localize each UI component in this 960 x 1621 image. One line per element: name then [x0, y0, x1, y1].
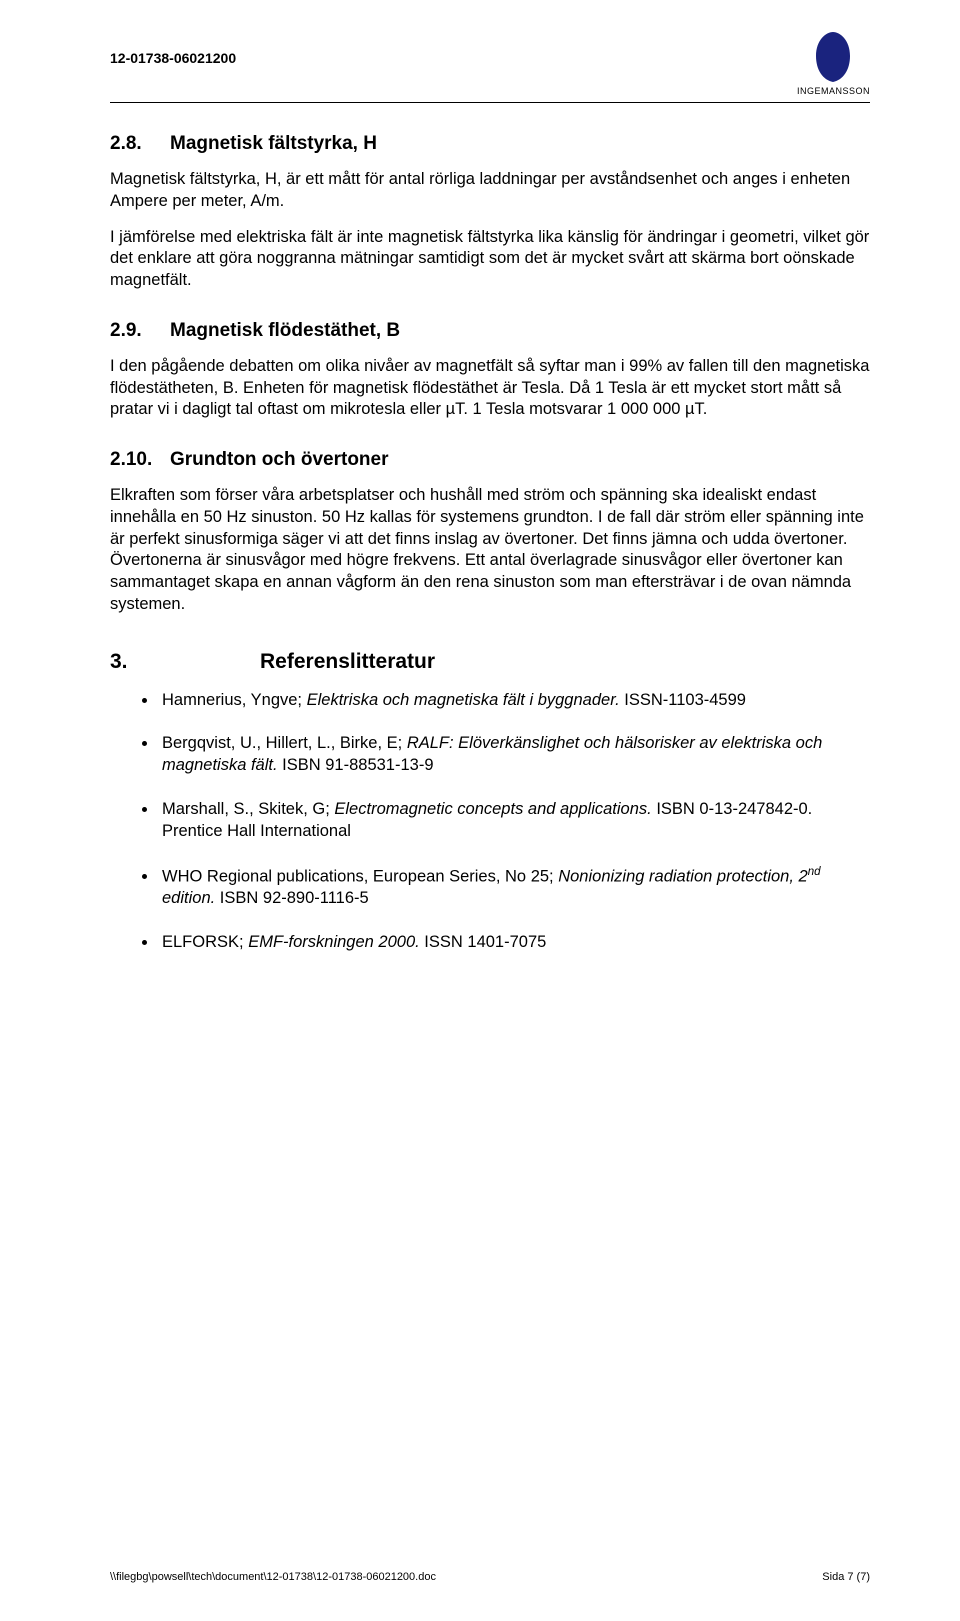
- section-heading-2-10: 2.10. Grundton och övertoner: [110, 449, 870, 471]
- section-number: 2.10.: [110, 449, 170, 471]
- reference-item: Bergqvist, U., Hillert, L., Birke, E; RA…: [158, 733, 870, 777]
- reference-item: WHO Regional publications, European Seri…: [158, 865, 870, 910]
- reference-item: ELFORSK; EMF-forskningen 2000. ISSN 1401…: [158, 932, 870, 954]
- body-paragraph: Elkraften som förser våra arbetsplatser …: [110, 485, 870, 616]
- section-title: Magnetisk fältstyrka, H: [170, 133, 377, 155]
- section-number: 3.: [110, 650, 260, 674]
- section-heading-2-9: 2.9. Magnetisk flödestäthet, B: [110, 320, 870, 342]
- reference-item: Marshall, S., Skitek, G; Electromagnetic…: [158, 799, 870, 843]
- section-title: Referenslitteratur: [260, 650, 435, 674]
- section-title: Grundton och övertoner: [170, 449, 389, 471]
- section-title: Magnetisk flödestäthet, B: [170, 320, 400, 342]
- body-paragraph: I den pågående debatten om olika nivåer …: [110, 356, 870, 421]
- header-divider: [110, 102, 870, 103]
- footer-page-number: Sida 7 (7): [822, 1571, 870, 1583]
- section-heading-2-8: 2.8. Magnetisk fältstyrka, H: [110, 133, 870, 155]
- page-footer: \\filegbg\powsell\tech\document\12-01738…: [110, 1571, 870, 1583]
- page-header: 12-01738-06021200 INGEMANSSON: [110, 50, 870, 96]
- body-paragraph: I jämförelse med elektriska fält är inte…: [110, 227, 870, 292]
- footer-path: \\filegbg\powsell\tech\document\12-01738…: [110, 1571, 436, 1583]
- reference-list: Hamnerius, Yngve; Elektriska och magneti…: [110, 690, 870, 954]
- brand-name: INGEMANSSON: [797, 86, 870, 96]
- section-number: 2.8.: [110, 133, 170, 155]
- brand-logo: INGEMANSSON: [797, 30, 870, 96]
- shell-icon: [810, 30, 856, 84]
- document-id: 12-01738-06021200: [110, 50, 236, 66]
- section-number: 2.9.: [110, 320, 170, 342]
- body-paragraph: Magnetisk fältstyrka, H, är ett mått för…: [110, 169, 870, 213]
- document-page: 12-01738-06021200 INGEMANSSON 2.8. Magne…: [0, 0, 960, 1621]
- reference-item: Hamnerius, Yngve; Elektriska och magneti…: [158, 690, 870, 712]
- section-heading-3: 3. Referenslitteratur: [110, 650, 870, 674]
